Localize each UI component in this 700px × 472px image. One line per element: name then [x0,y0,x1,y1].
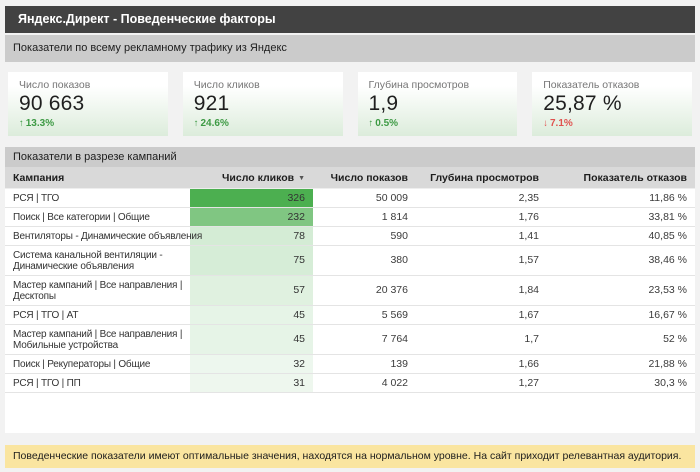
campaign-name-cell: РСЯ | ТГО [5,188,190,208]
clicks-cell: 45 [190,324,313,355]
bounce-cell: 16,67 % [547,305,695,325]
campaign-table-header-row: Кампания Число кликов ▼ Число показов Глу… [5,167,695,189]
scorecard-delta-value: 0.5% [375,118,399,129]
campaign-name-cell: Мастер кампаний | Все направления | Деск… [5,275,190,306]
table-row: Вентиляторы - Динамические объявления 78… [5,226,695,246]
scorecard: Глубина просмотров 1,9 ↑ 0.5% [357,72,518,136]
scorecard-delta-value: 13.3% [25,118,55,129]
depth-cell: 2,35 [416,188,547,208]
impressions-cell: 590 [313,226,416,246]
summary-banner: Поведенческие показатели имеют оптимальн… [5,445,695,468]
impressions-cell: 139 [313,354,416,374]
bounce-cell: 52 % [547,324,695,355]
clicks-cell: 326 [190,188,313,208]
depth-cell: 1,27 [416,373,547,393]
impressions-cell: 50 009 [313,188,416,208]
report-title-bar: Яндекс.Директ - Поведенческие факторы [5,6,695,33]
bounce-cell: 23,53 % [547,275,695,306]
report-title: Яндекс.Директ - Поведенческие факторы [18,12,276,26]
scorecard-label: Показатель отказов [543,79,640,91]
scorecard-value: 921 [193,92,230,115]
table-row: Система канальной вентиляции - Динамичес… [5,245,695,276]
clicks-cell: 31 [190,373,313,393]
scorecard: Показатель отказов 25,87 % ↓ 7.1% [532,72,692,136]
trend-up-icon: ↑ [19,118,24,129]
scorecard-label: Число показов [19,79,91,91]
clicks-cell: 78 [190,226,313,246]
clicks-cell: 57 [190,275,313,306]
impressions-cell: 7 764 [313,324,416,355]
bounce-cell: 33,81 % [547,207,695,227]
clicks-cell: 232 [190,207,313,227]
depth-cell: 1,66 [416,354,547,374]
column-header-bounce[interactable]: Показатель отказов [547,167,695,189]
scorecard-value: 1,9 [368,92,399,115]
column-header-campaign[interactable]: Кампания [5,167,190,189]
scorecard-delta: ↑ 0.5% [369,118,510,129]
campaign-name-cell: РСЯ | ТГО | АТ [5,305,190,325]
sort-desc-icon: ▼ [298,174,305,182]
column-header-clicks[interactable]: Число кликов ▼ [190,167,313,189]
scorecard-label: Число кликов [193,79,260,91]
campaigns-section-title: Показатели в разрезе кампаний [5,147,695,167]
table-row: РСЯ | ТГО | АТ 45 5 569 1,67 16,67 % [5,305,695,325]
scorecard-delta: ↑ 24.6% [194,118,335,129]
campaign-name-cell: РСЯ | ТГО | ПП [5,373,190,393]
column-header-impressions[interactable]: Число показов [313,167,416,189]
scorecard-delta-value: 24.6% [200,118,229,129]
trend-up-icon: ↑ [368,118,374,129]
depth-cell: 1,84 [416,275,547,306]
traffic-overview-section-title: Показатели по всему рекламному трафику и… [5,35,695,62]
campaign-name-cell: Вентиляторы - Динамические объявления [5,226,202,246]
scorecard-delta: ↑ 13.3% [19,118,160,129]
clicks-cell: 32 [190,354,313,374]
scorecard-delta: ↓ 7.1% [543,118,684,129]
campaign-name-cell: Поиск | Все категории | Общие [5,207,190,227]
clicks-cell: 75 [190,245,313,276]
scorecard: Число кликов 921 ↑ 24.6% [182,72,343,136]
campaign-name-cell: Поиск | Рекуператоры | Общие [5,354,190,374]
table-row: РСЯ | ТГО | ПП 31 4 022 1,27 30,3 % [5,373,695,393]
bounce-cell: 21,88 % [547,354,695,374]
column-header-depth[interactable]: Глубина просмотров [416,167,547,189]
campaign-table-body: РСЯ | ТГО 326 50 009 2,35 11,86 % Поиск … [5,188,695,393]
bounce-cell: 30,3 % [547,373,695,393]
depth-cell: 1,57 [416,245,547,276]
depth-cell: 1,67 [416,305,547,325]
scorecard-label: Глубина просмотров [368,79,470,91]
impressions-cell: 5 569 [313,305,416,325]
scorecard-row: Число показов 90 663 ↑ 13.3% Число клико… [8,72,692,136]
campaign-name-cell: Мастер кампаний | Все направления | Моби… [5,324,190,355]
campaign-table-block: Кампания Число кликов ▼ Число показов Глу… [5,167,695,433]
table-row: Поиск | Все категории | Общие 232 1 814 … [5,207,695,227]
campaign-name-cell: Система канальной вентиляции - Динамичес… [5,245,190,276]
bounce-cell: 38,46 % [547,245,695,276]
scorecard-delta-value: 7.1% [550,118,573,129]
depth-cell: 1,41 [416,226,547,246]
depth-cell: 1,76 [416,207,547,227]
table-row: Мастер кампаний | Все направления | Моби… [5,324,695,355]
clicks-cell: 45 [190,305,313,325]
scorecard: Число показов 90 663 ↑ 13.3% [8,72,168,136]
bounce-cell: 11,86 % [547,188,695,208]
table-row: Мастер кампаний | Все направления | Деск… [5,275,695,306]
trend-down-icon: ↓ [543,118,548,129]
table-row: РСЯ | ТГО 326 50 009 2,35 11,86 % [5,188,695,208]
table-row: Поиск | Рекуператоры | Общие 32 139 1,66… [5,354,695,374]
scorecard-value: 90 663 [19,92,85,115]
impressions-cell: 380 [313,245,416,276]
bounce-cell: 40,85 % [547,226,695,246]
scorecard-value: 25,87 % [543,92,622,115]
campaign-table: Кампания Число кликов ▼ Число показов Глу… [5,167,695,393]
table-empty-area [5,393,695,433]
impressions-cell: 20 376 [313,275,416,306]
depth-cell: 1,7 [416,324,547,355]
impressions-cell: 4 022 [313,373,416,393]
impressions-cell: 1 814 [313,207,416,227]
trend-up-icon: ↑ [193,118,199,129]
